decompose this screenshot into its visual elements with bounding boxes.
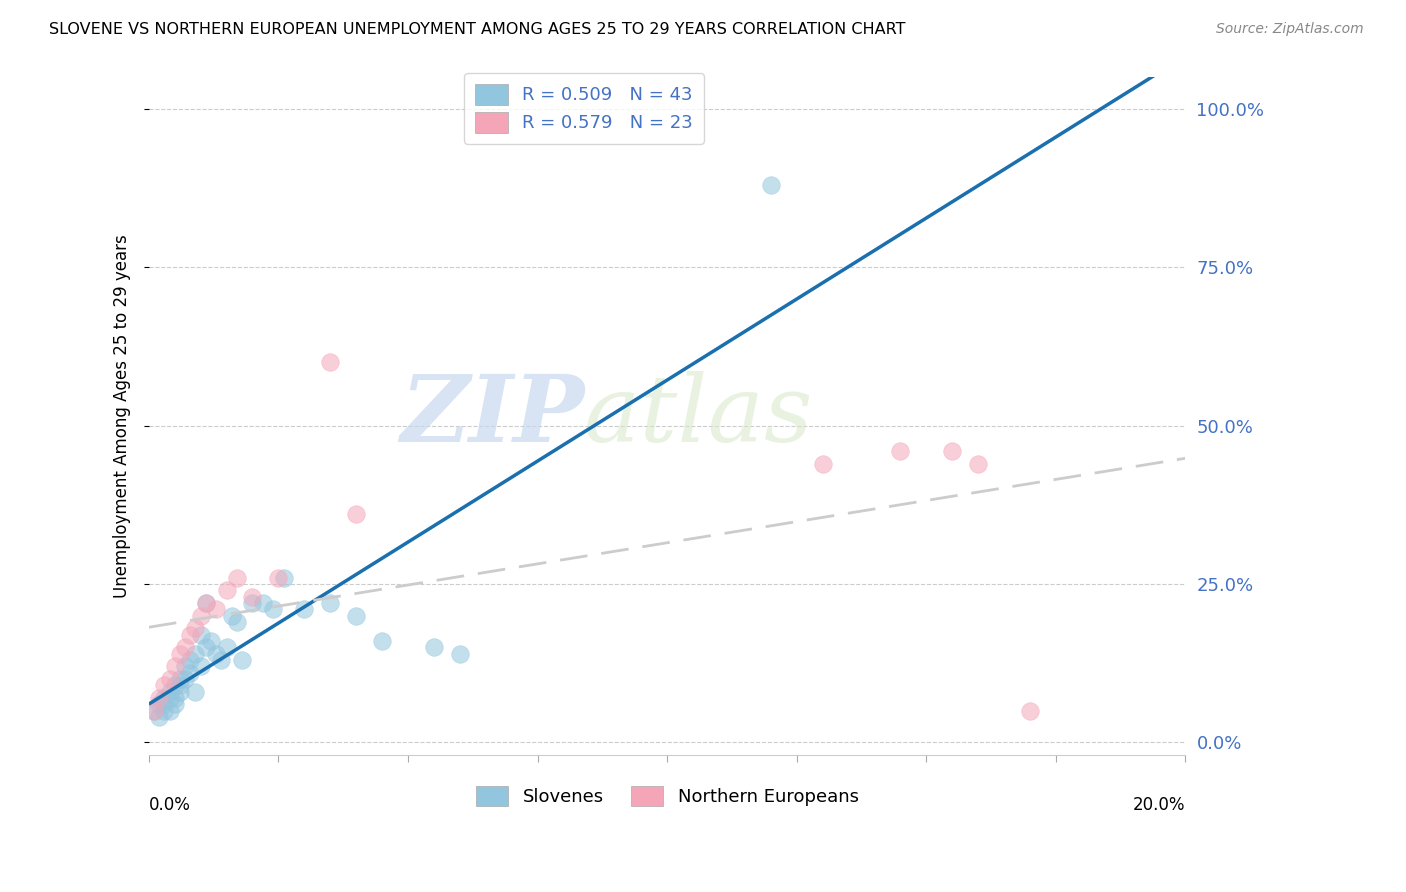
Point xyxy=(159,672,181,686)
Point xyxy=(344,608,367,623)
Point xyxy=(371,634,394,648)
Point xyxy=(252,596,274,610)
Point xyxy=(179,653,201,667)
Point xyxy=(159,704,181,718)
Point xyxy=(143,704,166,718)
Point xyxy=(221,608,243,623)
Point xyxy=(148,698,170,712)
Point xyxy=(811,457,834,471)
Point xyxy=(231,653,253,667)
Point xyxy=(273,571,295,585)
Point xyxy=(153,690,176,705)
Point xyxy=(226,571,249,585)
Point xyxy=(449,647,471,661)
Point xyxy=(159,690,181,705)
Point xyxy=(190,659,212,673)
Point xyxy=(174,672,197,686)
Point xyxy=(215,640,238,655)
Point xyxy=(143,704,166,718)
Point xyxy=(215,583,238,598)
Point xyxy=(184,621,207,635)
Point xyxy=(184,684,207,698)
Text: ZIP: ZIP xyxy=(399,371,583,461)
Point xyxy=(194,596,217,610)
Point xyxy=(209,653,232,667)
Point xyxy=(163,698,186,712)
Point xyxy=(319,355,342,369)
Point xyxy=(169,672,191,686)
Point xyxy=(179,665,201,680)
Point xyxy=(169,678,191,692)
Point xyxy=(194,640,217,655)
Point xyxy=(169,684,191,698)
Point xyxy=(292,602,315,616)
Point xyxy=(967,457,990,471)
Point xyxy=(242,590,264,604)
Point xyxy=(163,678,186,692)
Point xyxy=(267,571,290,585)
Point xyxy=(190,627,212,641)
Text: Source: ZipAtlas.com: Source: ZipAtlas.com xyxy=(1216,22,1364,37)
Point xyxy=(200,634,222,648)
Point xyxy=(184,647,207,661)
Point xyxy=(163,690,186,705)
Text: atlas: atlas xyxy=(583,371,814,461)
Point xyxy=(153,678,176,692)
Point xyxy=(262,602,284,616)
Y-axis label: Unemployment Among Ages 25 to 29 years: Unemployment Among Ages 25 to 29 years xyxy=(114,235,131,598)
Point xyxy=(319,596,342,610)
Point xyxy=(148,710,170,724)
Text: 20.0%: 20.0% xyxy=(1133,796,1185,814)
Point xyxy=(169,647,191,661)
Text: 0.0%: 0.0% xyxy=(149,796,191,814)
Point xyxy=(174,659,197,673)
Point xyxy=(423,640,446,655)
Point xyxy=(242,596,264,610)
Point xyxy=(148,690,170,705)
Point xyxy=(159,684,181,698)
Point xyxy=(153,698,176,712)
Legend: Slovenes, Northern Europeans: Slovenes, Northern Europeans xyxy=(468,779,866,814)
Point xyxy=(153,704,176,718)
Point xyxy=(226,615,249,629)
Point xyxy=(1018,704,1040,718)
Point xyxy=(163,659,186,673)
Point xyxy=(194,596,217,610)
Point xyxy=(941,444,963,458)
Text: SLOVENE VS NORTHERN EUROPEAN UNEMPLOYMENT AMONG AGES 25 TO 29 YEARS CORRELATION : SLOVENE VS NORTHERN EUROPEAN UNEMPLOYMEN… xyxy=(49,22,905,37)
Point xyxy=(179,627,201,641)
Point xyxy=(190,608,212,623)
Point xyxy=(205,647,228,661)
Point xyxy=(889,444,911,458)
Point xyxy=(344,508,367,522)
Point xyxy=(759,178,782,192)
Point xyxy=(174,640,197,655)
Point xyxy=(205,602,228,616)
